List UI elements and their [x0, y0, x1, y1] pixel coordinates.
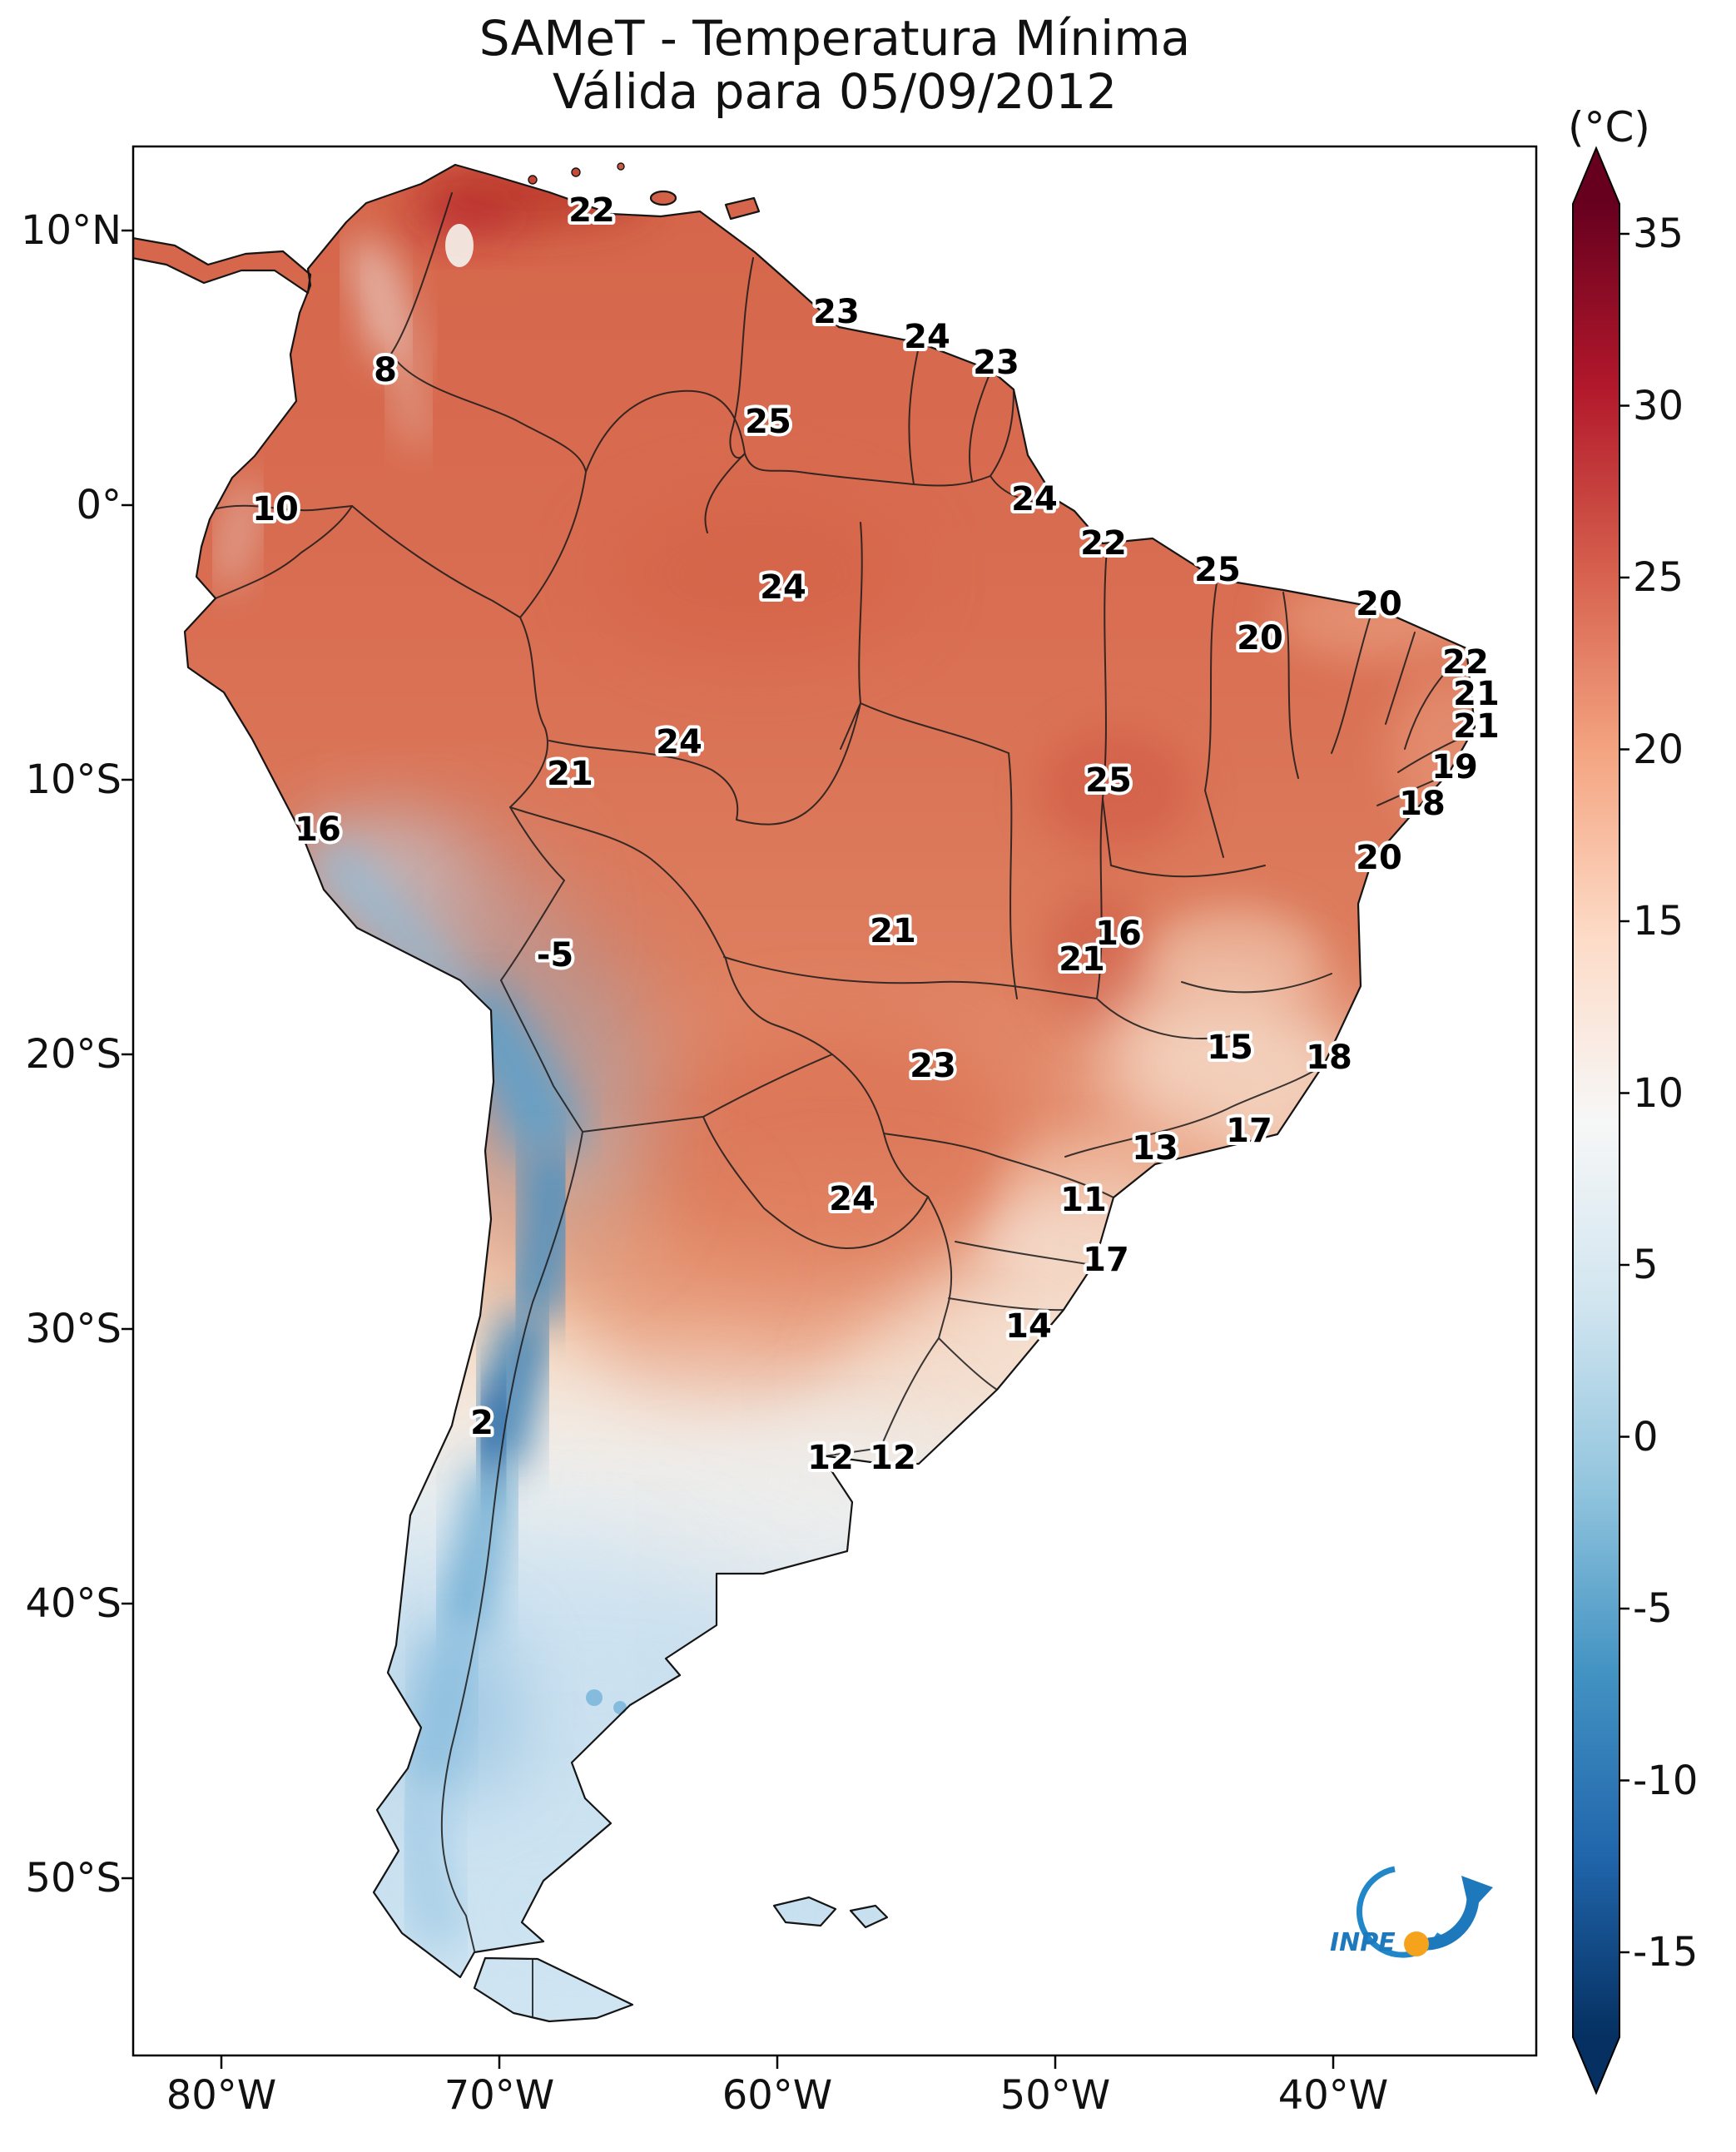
- temp-label: 24: [656, 723, 702, 761]
- temp-label: 13: [1132, 1129, 1178, 1168]
- political-borders: [212, 192, 1474, 2021]
- lon-tick-label: 80°W: [166, 2072, 277, 2119]
- temp-label: 22: [1442, 643, 1489, 682]
- temp-label: 16: [1095, 915, 1142, 953]
- temp-label: 23: [813, 293, 860, 331]
- title-line1: SAMeT - Temperatura Mínima: [479, 10, 1191, 67]
- logo-text: INPE: [1330, 1928, 1396, 1957]
- temp-label: 21: [547, 755, 593, 793]
- lon-tick-label: 40°W: [1277, 2072, 1389, 2119]
- temp-label: 24: [904, 318, 950, 356]
- temp-label: 23: [910, 1047, 956, 1085]
- temp-label: 12: [807, 1439, 854, 1477]
- temp-label: 18: [1399, 785, 1446, 823]
- temp-label: 12: [870, 1439, 916, 1477]
- map-frame: [131, 145, 1538, 2057]
- temp-label: 21: [1453, 675, 1500, 713]
- temp-label: 11: [1060, 1181, 1107, 1219]
- temp-label: 25: [745, 403, 791, 441]
- logo-arrow-icon: [1461, 1876, 1493, 1912]
- colorbar-tick-label: 25: [1633, 554, 1684, 601]
- colorbar-tick-label: 15: [1633, 898, 1684, 945]
- temp-label: -5: [537, 936, 573, 974]
- colorbar-tick-label: 35: [1633, 211, 1684, 257]
- temp-label: 24: [760, 568, 806, 607]
- temp-label: 24: [829, 1180, 875, 1218]
- temp-label: 21: [870, 912, 916, 950]
- lat-tick-label: 0°: [76, 482, 122, 528]
- temp-label: 17: [1226, 1112, 1272, 1150]
- temperature-field: [133, 163, 1475, 2021]
- temp-label: 2: [470, 1404, 494, 1442]
- temp-label: 18: [1306, 1039, 1352, 1077]
- lon-tick-label: 50°W: [999, 2072, 1111, 2119]
- colorbar-under-arrow: [1573, 2037, 1619, 2093]
- colorbar-tick-label: -10: [1633, 1757, 1699, 1804]
- colorbar-tick-label: 30: [1633, 382, 1684, 429]
- lat-tick-label: 50°S: [25, 1855, 122, 1902]
- figure-title: SAMeT - Temperatura Mínima Válida para 0…: [133, 12, 1536, 118]
- temp-label: 15: [1207, 1029, 1253, 1067]
- lat-tick-label: 30°S: [25, 1306, 122, 1352]
- map-area: [133, 162, 1476, 2023]
- colorbar-unit-label: (°C): [1568, 103, 1650, 151]
- temp-label: 23: [973, 344, 1019, 382]
- temp-label: 20: [1356, 839, 1402, 877]
- axis-tickmarks: [122, 229, 1335, 2069]
- temp-label: 20: [1356, 585, 1402, 623]
- lon-tick-label: 70°W: [444, 2072, 555, 2119]
- colorbar-tick-label: 5: [1633, 1242, 1659, 1288]
- lat-tick-label: 40°S: [25, 1580, 122, 1627]
- colorbar-over-arrow: [1573, 148, 1619, 204]
- lat-tick-label: 10°S: [25, 756, 122, 803]
- temp-label: 22: [1080, 524, 1127, 563]
- temp-label: 24: [1011, 480, 1058, 518]
- lat-tick-label: 20°S: [25, 1031, 122, 1078]
- logo-dot-icon: [1404, 1931, 1429, 1956]
- lat-tick-label: 10°N: [21, 207, 122, 254]
- title-line2: Válida para 05/09/2012: [552, 63, 1118, 120]
- inpe-logo: INPE: [1330, 1866, 1493, 1958]
- lon-tick-label: 60°W: [722, 2072, 833, 2119]
- colorbar-tick-label: 20: [1633, 726, 1684, 773]
- colorbar-tick-label: -15: [1633, 1929, 1699, 1976]
- temp-label: 19: [1431, 748, 1478, 786]
- colorbar-tick-label: -5: [1633, 1585, 1673, 1632]
- temp-label: 10: [252, 490, 299, 528]
- colorbar-tick-label: 10: [1633, 1069, 1684, 1117]
- temp-label: 22: [568, 191, 615, 230]
- temp-label: 25: [1194, 551, 1241, 589]
- colorbar-tick-label: 0: [1633, 1413, 1659, 1460]
- temp-label: 17: [1083, 1241, 1129, 1279]
- temp-label: 20: [1237, 619, 1283, 657]
- temp-label: 8: [374, 351, 397, 389]
- temp-label: 25: [1085, 761, 1132, 800]
- temp-label: 21: [1059, 940, 1105, 979]
- temp-label: 14: [1005, 1307, 1052, 1346]
- colorbar: [1572, 146, 1629, 2095]
- temp-label: 16: [295, 811, 341, 849]
- temp-label: 21: [1453, 707, 1500, 746]
